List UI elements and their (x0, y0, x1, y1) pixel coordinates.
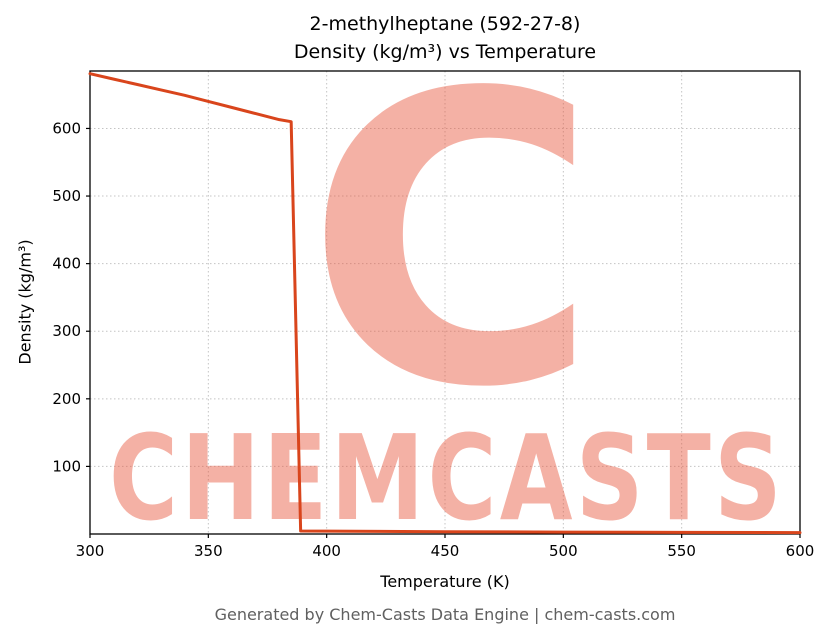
y-tick-label: 600 (52, 119, 81, 137)
y-tick-label: 400 (52, 255, 81, 273)
y-tick-label: 300 (52, 322, 81, 340)
x-tick-label: 550 (667, 542, 696, 560)
watermark: C CHEMCASTS (109, 10, 785, 547)
axis-tick-labels: 300 350 400 450 500 550 600 100 200 300 400 500 600 (52, 119, 814, 560)
y-tick-label: 100 (52, 457, 81, 475)
y-tick-label: 500 (52, 187, 81, 205)
y-tick-label: 200 (52, 390, 81, 408)
x-tick-label: 500 (549, 542, 578, 560)
x-tick-label: 350 (194, 542, 223, 560)
x-tick-label: 600 (786, 542, 815, 560)
x-tick-label: 450 (431, 542, 460, 560)
watermark-text: CHEMCASTS (109, 409, 785, 547)
density-series-line (88, 72, 802, 535)
x-tick-label: 300 (76, 542, 105, 560)
axis-ticks (86, 127, 801, 538)
watermark-logo-c: C (305, 10, 599, 475)
x-tick-label: 400 (312, 542, 341, 560)
